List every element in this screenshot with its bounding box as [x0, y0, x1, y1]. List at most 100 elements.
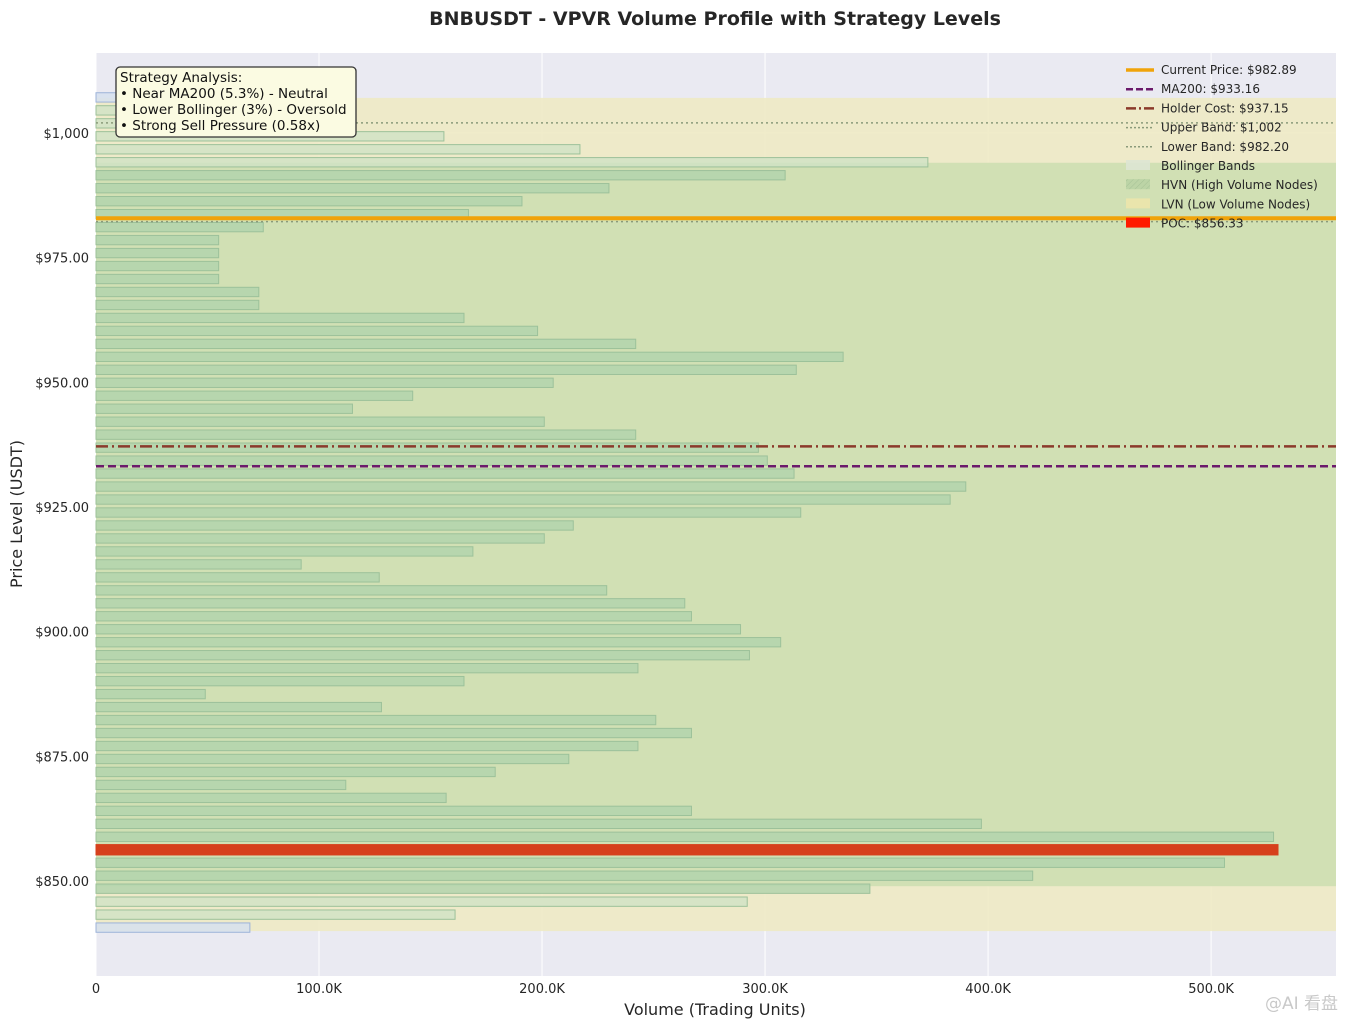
- volume-bar: [95, 546, 474, 557]
- volume-bar: [95, 883, 871, 894]
- legend-swatch: [1126, 198, 1150, 209]
- volume-bar: [95, 157, 929, 168]
- y-tick-label: $975.00: [35, 252, 89, 267]
- legend-item: LVN (Low Volume Nodes): [1126, 197, 1310, 211]
- legend-item: Bollinger Bands: [1126, 159, 1255, 173]
- volume-bar: [95, 377, 554, 388]
- y-tick-label: $950.00: [35, 376, 89, 391]
- volume-bar: [95, 585, 608, 596]
- volume-bar: [95, 468, 795, 479]
- poc-bar: [95, 844, 1279, 856]
- volume-bars: [95, 92, 1279, 933]
- volume-bar: [95, 144, 581, 155]
- volume-bar: [95, 637, 782, 648]
- volume-bar: [95, 507, 802, 518]
- volume-bar: [95, 273, 220, 285]
- volume-bar: [95, 857, 1225, 868]
- x-tick-label: 300.0K: [742, 982, 788, 997]
- volume-bar: [95, 650, 750, 661]
- volume-bar: [95, 338, 637, 350]
- legend-label: MA200: $933.16: [1161, 82, 1260, 96]
- volume-bar: [95, 740, 639, 752]
- legend-swatch: [1126, 217, 1150, 228]
- volume-bar: [95, 572, 380, 583]
- legend-label: LVN (Low Volume Nodes): [1161, 197, 1310, 211]
- y-tick-label: $850.00: [35, 875, 89, 890]
- volume-bar: [95, 805, 692, 817]
- y-tick-labels: $850.00 $875.00 $900.00 $925.00 $950.00 $975.…: [35, 127, 89, 890]
- volume-bar: [95, 390, 414, 401]
- volume-bar: [95, 299, 260, 311]
- legend-label: Upper Band: $1,002: [1161, 121, 1282, 135]
- volume-bar: [95, 170, 786, 181]
- annotation-line: • Lower Bollinger (3%) - Oversold: [120, 102, 347, 118]
- volume-bar: [95, 520, 574, 531]
- y-tick-label: $875.00: [35, 750, 89, 765]
- volume-bar: [95, 312, 465, 324]
- volume-bar: [95, 870, 1034, 881]
- volume-bar: [95, 286, 260, 298]
- volume-bar: [95, 701, 382, 713]
- volume-bar: [95, 196, 523, 207]
- volume-bar: [95, 831, 1275, 842]
- volume-bar: [95, 403, 353, 414]
- legend-label: Lower Band: $982.20: [1161, 140, 1289, 154]
- volume-bar: [95, 727, 692, 739]
- volume-bar: [95, 247, 220, 259]
- volume-bar: [95, 221, 264, 233]
- volume-bar: [95, 909, 456, 920]
- chart-title: BNBUSDT - VPVR Volume Profile with Strat…: [429, 8, 1001, 30]
- volume-bar: [95, 533, 545, 544]
- legend-item: Current Price: $982.89: [1126, 63, 1297, 77]
- legend-label: HVN (High Volume Nodes): [1161, 178, 1318, 192]
- legend-swatch-hatch: [1126, 179, 1150, 190]
- volume-bar: [95, 494, 951, 505]
- volume-bar: [95, 792, 447, 804]
- volume-bar: [95, 662, 639, 674]
- legend-item: Lower Band: $982.20: [1126, 140, 1289, 154]
- volume-bar: [95, 624, 742, 635]
- strategy-analysis-box: Strategy Analysis: • Near MA200 (5.3%) -…: [115, 66, 357, 138]
- annotation-heading: Strategy Analysis:: [120, 70, 242, 86]
- legend-label: Current Price: $982.89: [1161, 63, 1297, 77]
- legend-label: POC: $856.33: [1161, 217, 1244, 231]
- volume-bar: [95, 753, 570, 765]
- legend-item: Upper Band: $1,002: [1126, 121, 1282, 135]
- volume-bar: [95, 351, 844, 363]
- volume-bar: [95, 234, 220, 246]
- y-axis-label: Price Level (USDT): [7, 440, 26, 588]
- volume-bar: [95, 611, 692, 622]
- volume-bar: [95, 455, 768, 466]
- volume-bar: [95, 325, 539, 337]
- x-tick-label: 100.0K: [296, 982, 342, 997]
- x-tick-label: 500.0K: [1188, 982, 1234, 997]
- annotation-line: • Strong Sell Pressure (0.58x): [120, 118, 320, 134]
- volume-bar: [95, 260, 220, 272]
- legend-item: HVN (High Volume Nodes): [1126, 178, 1318, 192]
- x-axis-label: Volume (Trading Units): [624, 1000, 806, 1019]
- x-tick-labels: 0 100.0K 200.0K 300.0K 400.0K 500.0K: [92, 982, 1235, 997]
- volume-bar: [95, 183, 610, 194]
- volume-bar: [95, 714, 657, 726]
- volume-bar: [95, 688, 206, 700]
- volume-bar: [95, 779, 347, 791]
- volume-bar: [95, 559, 302, 570]
- volume-bar: [95, 598, 686, 609]
- volume-bar: [95, 416, 545, 427]
- legend: Current Price: $982.89 MA200: $933.16 Hold…: [1126, 63, 1318, 231]
- annotation-frame: [115, 66, 357, 138]
- volume-bar: [95, 896, 748, 907]
- watermark: @AI 看盘: [1265, 994, 1338, 1014]
- legend-label: Bollinger Bands: [1161, 159, 1255, 173]
- volume-bar: [95, 364, 797, 375]
- volume-bar: [95, 481, 967, 492]
- volume-bar: [95, 818, 982, 829]
- x-tick-label: 400.0K: [965, 982, 1011, 997]
- volume-bar: [95, 429, 637, 440]
- y-tick-label: $925.00: [35, 501, 89, 516]
- volume-bar: [95, 766, 496, 778]
- volume-bar: [95, 675, 465, 687]
- legend-item: MA200: $933.16: [1126, 82, 1260, 96]
- x-tick-label: 0: [92, 982, 100, 997]
